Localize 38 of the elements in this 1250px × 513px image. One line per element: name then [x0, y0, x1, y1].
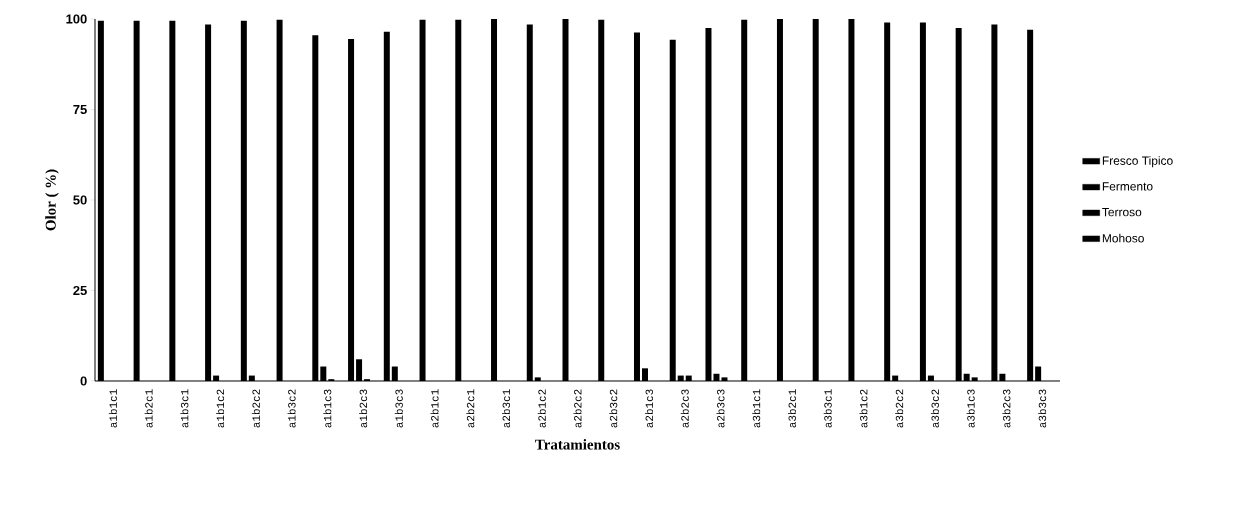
y-tick-label: 25: [73, 285, 87, 296]
x-tick-label: a2b3c1: [502, 389, 511, 428]
y-tick-label: 0: [80, 376, 87, 386]
legend-label: Fresco Tipico: [1102, 156, 1173, 168]
x-tick-label: a1b1c1: [108, 389, 117, 428]
x-tick-label: a2b1c1: [430, 389, 439, 428]
legend-label: Terroso: [1102, 208, 1142, 217]
y-tick-label: 100: [66, 14, 87, 24]
x-tick-label: a1b3c2: [287, 389, 296, 428]
x-tick-label: a3b3c3: [1038, 389, 1047, 428]
x-tick-label: a1b3c3: [394, 389, 403, 428]
x-axis-title: Tratamientos: [535, 439, 620, 450]
x-tick-label: a3b2c2: [895, 389, 904, 428]
x-tick-label: a1b3c1: [180, 389, 189, 428]
x-tick-label: a3b2c3: [1002, 389, 1011, 428]
x-tick-label: a3b3c1: [823, 389, 832, 428]
x-tick-label: a1b1c2: [216, 389, 225, 428]
x-tick-label: a1b2c3: [359, 389, 368, 428]
x-tick-label: a2b1c3: [644, 389, 654, 428]
x-tick-label: a1b2c2: [251, 389, 260, 428]
x-tick-label: a3b1c3: [966, 389, 975, 428]
x-tick-label: a2b1c2: [537, 389, 546, 428]
x-tick-label: a3b2c1: [787, 389, 796, 428]
y-tick-label: 75: [73, 104, 87, 115]
x-tick-label: a1b1c3: [323, 389, 332, 428]
x-tick-label: a2b2c2: [573, 389, 582, 428]
y-axis-title: Olor ( %): [45, 169, 59, 231]
y-tick-label: 50: [73, 195, 87, 205]
x-tick-label: a1b2c1: [144, 389, 153, 428]
x-tick-label: a3b1c2: [859, 389, 868, 428]
legend-label: Mohoso: [1102, 233, 1144, 243]
x-tick-label: a3b3c2: [930, 389, 939, 428]
x-tick-label: a2b2c1: [466, 389, 475, 428]
x-tick-label: a3b1c1: [752, 389, 761, 428]
legend-label: Fermento: [1102, 182, 1153, 191]
x-tick-label: a2b2c3: [680, 389, 689, 428]
x-tick-label: a2b3c3: [716, 389, 725, 428]
x-tick-label: a2b3c2: [609, 389, 618, 428]
